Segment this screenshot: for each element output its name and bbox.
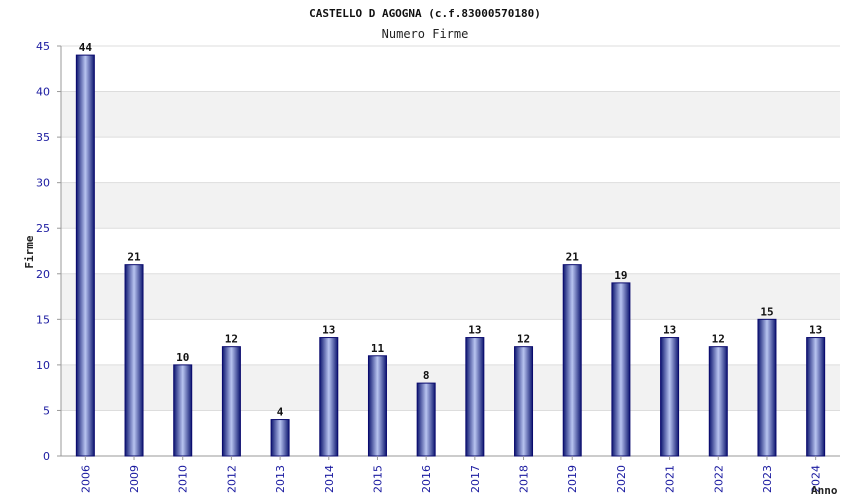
y-tick-label: 5: [43, 404, 50, 417]
y-axis-ticks: 0 5 10 15 20 25 30 35 40 45: [36, 40, 61, 463]
bar-value-label: 21: [127, 251, 141, 264]
bar-value-label: 44: [79, 41, 93, 54]
bar-value-label: 13: [663, 324, 676, 337]
y-tick-label: 25: [36, 222, 50, 235]
y-tick-label: 45: [36, 40, 50, 53]
bar-value-label: 11: [371, 342, 385, 355]
bar: [124, 264, 144, 457]
bar-value-label: 4: [277, 406, 284, 419]
chart-subtitle: Numero Firme: [382, 27, 469, 41]
y-tick-label: 30: [36, 177, 50, 190]
x-axis-ticks: 2006 2009 2010 2012 2013 2014 2015 2016 2017 2018…: [79, 456, 823, 493]
x-tick-label: 2023: [761, 465, 774, 493]
bar: [319, 337, 339, 457]
bar-value-label: 12: [225, 333, 238, 346]
x-tick-label: 2012: [225, 465, 238, 493]
x-tick-label: 2022: [712, 465, 725, 493]
bar-value-label: 15: [760, 305, 773, 318]
y-tick-label: 20: [36, 268, 50, 281]
bar-value-label: 19: [614, 269, 627, 282]
bar: [757, 318, 777, 457]
bar: [221, 346, 241, 457]
y-tick-label: 15: [36, 313, 50, 326]
y-tick-label: 35: [36, 131, 50, 144]
bar-value-label: 8: [423, 369, 430, 382]
bar-value-label: 12: [517, 333, 530, 346]
bar: [708, 346, 728, 457]
x-tick-label: 2015: [371, 465, 384, 493]
chart-title: CASTELLO D AGOGNA (c.f.83000570180): [309, 7, 541, 20]
bar: [270, 419, 290, 457]
bar-value-label: 13: [322, 324, 335, 337]
y-tick-label: 0: [43, 450, 50, 463]
bar: [806, 337, 826, 457]
bars-group: 44 21 10 12 4 13 11 8 13 12 21 19 13 12 15 13: [75, 41, 826, 457]
x-axis-label: Anno: [811, 484, 838, 497]
bar: [514, 346, 534, 457]
grid-band: [61, 273, 840, 320]
bar-value-label: 12: [712, 333, 725, 346]
bar: [465, 337, 485, 457]
bar-value-label: 13: [809, 324, 822, 337]
x-tick-label: 2013: [274, 465, 287, 493]
bar: [562, 264, 582, 457]
x-tick-label: 2021: [664, 465, 677, 493]
x-tick-label: 2016: [420, 465, 433, 493]
y-axis-label: Firme: [23, 235, 36, 268]
x-tick-label: 2014: [323, 465, 336, 493]
bar: [416, 382, 436, 457]
bar-value-label: 10: [176, 351, 189, 364]
x-tick-label: 2009: [128, 465, 141, 493]
x-tick-label: 2019: [566, 465, 579, 493]
bar: [660, 337, 680, 457]
grid-band: [61, 91, 840, 138]
bar-value-label: 21: [566, 251, 580, 264]
y-tick-label: 10: [36, 359, 50, 372]
x-tick-label: 2006: [79, 465, 92, 493]
bar: [367, 355, 387, 457]
bar-value-label: 13: [468, 324, 481, 337]
x-tick-label: 2020: [615, 465, 628, 493]
bar: [75, 54, 95, 457]
y-tick-label: 40: [36, 86, 50, 99]
bar: [173, 364, 193, 457]
x-tick-label: 2024: [810, 465, 823, 493]
x-tick-label: 2018: [518, 465, 531, 493]
bar: [611, 282, 631, 457]
grid-band: [61, 182, 840, 229]
x-tick-label: 2017: [469, 465, 482, 493]
x-tick-label: 2010: [177, 465, 190, 493]
